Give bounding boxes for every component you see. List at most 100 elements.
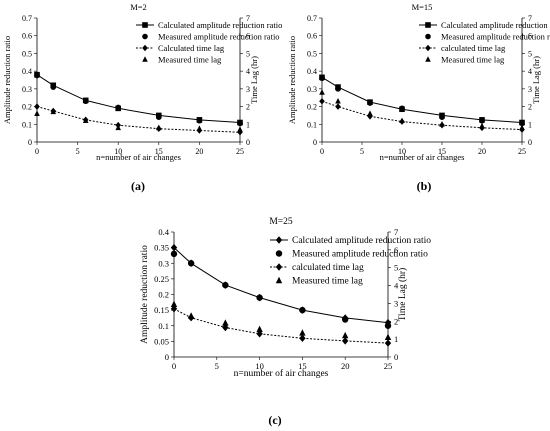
y-tick-label: 0.35 (154, 243, 169, 253)
data-point (34, 110, 40, 116)
data-point (170, 300, 178, 308)
data-point (222, 319, 229, 326)
y-tick-label: 0 (165, 352, 169, 362)
series-4 (170, 300, 392, 341)
data-point (237, 126, 243, 132)
legend-label: Calculated amplitude reduction ratio (441, 20, 550, 30)
x-tick-label: 5 (360, 147, 364, 156)
legend-label: Measured time lag (441, 55, 505, 65)
y2-axis-label: Time Lag (hr) (531, 56, 541, 104)
y-tick-label: 0.4 (307, 67, 317, 76)
chart-title: M=15 (412, 2, 433, 12)
y-tick-label: 0 (313, 138, 317, 147)
data-point (342, 337, 349, 345)
data-point (256, 325, 263, 333)
series-line (173, 308, 389, 344)
y2-tick-label: 3 (246, 85, 250, 94)
y-tick-label: 0 (28, 138, 32, 147)
data-point (342, 316, 349, 323)
series-line (36, 106, 241, 133)
legend-marker (275, 276, 283, 284)
data-point (519, 124, 525, 131)
y-tick-label: 0.1 (307, 120, 317, 129)
y2-tick-label: 5 (246, 49, 250, 58)
data-point (384, 322, 392, 329)
y-tick-label: 0.3 (158, 258, 169, 268)
data-point (335, 86, 341, 92)
x-tick-label: 20 (478, 147, 486, 156)
y-tick-label: 0.6 (307, 32, 317, 41)
y2-tick-label: 7 (528, 14, 532, 23)
legend-marker (275, 236, 283, 244)
y-tick-label: 0.1 (158, 321, 169, 331)
y2-tick-label: 1 (394, 334, 398, 344)
legend-marker (275, 263, 283, 271)
series-2 (170, 250, 392, 329)
y2-tick-label: 3 (394, 298, 398, 308)
y2-tick-label: 6 (528, 32, 532, 41)
series-1 (34, 71, 243, 126)
y2-tick-label: 4 (246, 67, 250, 76)
legend-marker (275, 250, 283, 257)
data-point (319, 97, 325, 105)
data-point (335, 97, 341, 104)
legend-marker (425, 22, 431, 28)
series-3 (170, 305, 392, 347)
x-tick-label: 25 (518, 147, 526, 156)
y-tick-label: 0.6 (22, 32, 32, 41)
x-axis-label: n=number of air changes (234, 368, 329, 379)
data-point (399, 117, 405, 124)
y-tick-label: 0.2 (158, 290, 169, 300)
data-point (222, 281, 229, 289)
data-point (384, 339, 392, 347)
data-point (50, 84, 57, 90)
data-point (479, 117, 485, 124)
x-tick-label: 15 (298, 361, 307, 371)
y2-tick-label: 0 (394, 352, 398, 362)
chart-title: M=25 (269, 217, 293, 227)
y-tick-label: 0.7 (22, 14, 32, 23)
series-3 (34, 103, 243, 136)
legend-marker (142, 44, 148, 52)
chart-1: M=2 0 0.1 0.2 0.3 0.4 0.5 0.6 0.7 0 1 2 3 4 5 6 7 0 5 10 15 2… (2, 2, 282, 162)
data-point (34, 72, 40, 79)
legend-marker (142, 33, 148, 40)
y2-tick-label: 1 (528, 120, 532, 129)
data-point (115, 104, 121, 111)
x-tick-label: 10 (114, 147, 122, 156)
data-point (82, 117, 89, 124)
x-axis-label: n=number of air changes (96, 152, 181, 162)
data-point (115, 124, 121, 131)
y-tick-label: 0.3 (307, 85, 317, 94)
x-tick-label: 20 (195, 147, 203, 156)
data-point (187, 260, 195, 267)
data-point (399, 105, 405, 112)
data-point (237, 120, 243, 127)
series-2 (319, 75, 525, 127)
data-point (519, 120, 525, 127)
legend-marker (142, 22, 148, 28)
data-point (319, 75, 325, 82)
x-tick-label: 0 (172, 361, 176, 371)
legend-label: Measured amplitude reduction ratio (292, 250, 428, 260)
data-point (439, 114, 445, 120)
y-tick-label: 0.4 (22, 67, 32, 76)
data-point (299, 306, 306, 314)
chart-2: M=15 0 0.1 0.2 0.3 0.4 0.5 0.6 0.7 0 1 2 3 4 5 6 7 0 5 10 15… (287, 2, 550, 162)
data-point (335, 103, 341, 110)
y2-tick-label: 2 (246, 103, 250, 112)
data-point (384, 333, 392, 341)
y2-tick-label: 4 (394, 281, 399, 291)
series-1 (319, 74, 525, 126)
y2-tick-label: 2 (528, 103, 532, 112)
y2-tick-label: 3 (528, 85, 532, 94)
series-line (321, 76, 523, 123)
x-tick-label: 5 (215, 361, 219, 371)
legend: Calculated amplitude reduction ratio Meas… (136, 20, 282, 65)
data-point (196, 117, 203, 124)
data-point (367, 110, 373, 116)
legend-marker (142, 56, 148, 62)
y-tick-label: 0.05 (154, 336, 169, 346)
legend-label: Measured time lag (158, 55, 222, 65)
legend-marker (425, 56, 431, 62)
